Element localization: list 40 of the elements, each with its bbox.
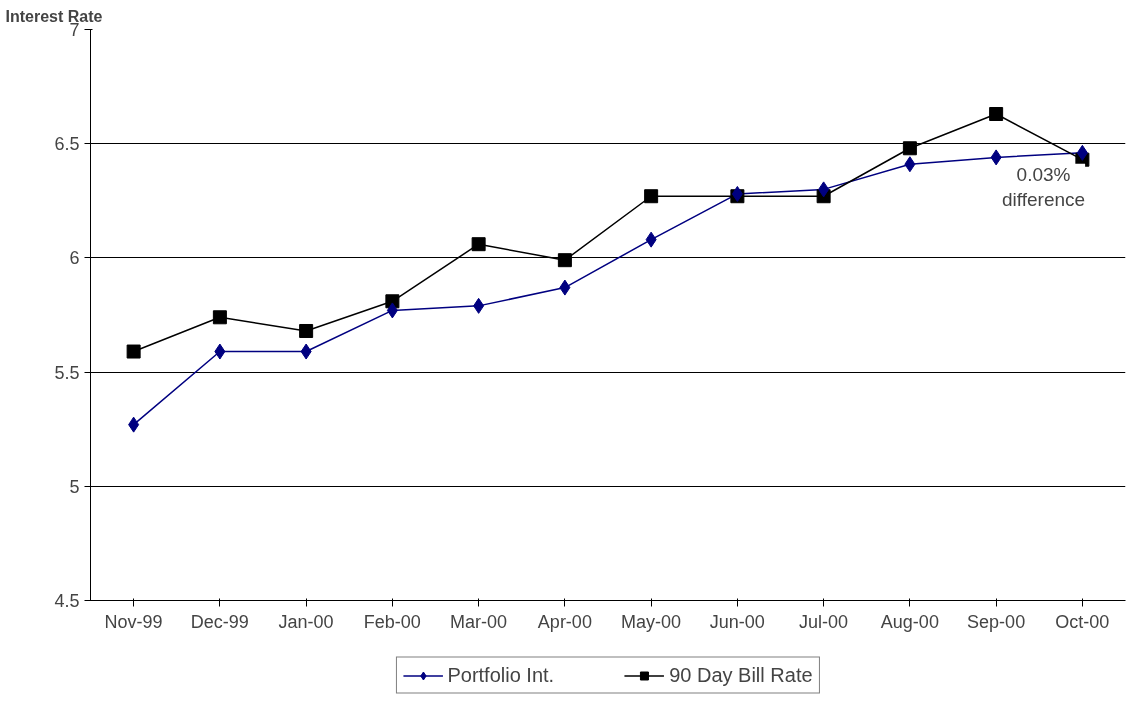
x-tick-label: May-00 xyxy=(621,611,682,632)
point xyxy=(212,310,227,325)
x-tick-label: Mar-00 xyxy=(450,611,508,632)
legend-label: Portfolio Int. xyxy=(447,663,555,687)
point xyxy=(214,343,226,360)
point xyxy=(471,237,486,252)
point xyxy=(990,149,1002,166)
x-tick-label: Nov-99 xyxy=(104,611,163,632)
point xyxy=(645,231,657,248)
point xyxy=(300,343,312,360)
legend-label: 90 Day Bill Rate xyxy=(669,663,813,687)
point xyxy=(128,416,140,433)
y-tick-label: 5.5 xyxy=(54,362,80,383)
x-tick-label: Jun-00 xyxy=(709,611,765,632)
point xyxy=(126,344,141,359)
y-tick-label: 6 xyxy=(69,248,80,269)
x-tick-label: Dec-99 xyxy=(190,611,249,632)
x-tick-label: Sep-00 xyxy=(967,611,1026,632)
x-tick-label: Aug-00 xyxy=(880,611,939,632)
y-tick-label: 5 xyxy=(69,476,80,497)
y-tick-label: 6.5 xyxy=(54,134,80,155)
point xyxy=(818,181,830,198)
point xyxy=(386,302,398,319)
x-tick-label: Jul-00 xyxy=(799,611,849,632)
point xyxy=(904,156,916,173)
y-tick-label: 4.5 xyxy=(54,591,80,611)
x-tick-label: Apr-00 xyxy=(537,611,592,632)
annotation: 0.03% difference xyxy=(1002,163,1086,210)
point xyxy=(989,107,1004,122)
x-tick-label: Feb-00 xyxy=(363,611,421,632)
x-tick-label: Jan-00 xyxy=(278,611,334,632)
point xyxy=(299,323,314,338)
point xyxy=(557,253,572,268)
point xyxy=(1076,144,1088,161)
x-tick-label: Oct-00 xyxy=(1055,611,1110,632)
point xyxy=(902,141,917,156)
point xyxy=(644,189,659,204)
point xyxy=(473,297,485,314)
point xyxy=(731,185,743,202)
point xyxy=(559,279,571,296)
